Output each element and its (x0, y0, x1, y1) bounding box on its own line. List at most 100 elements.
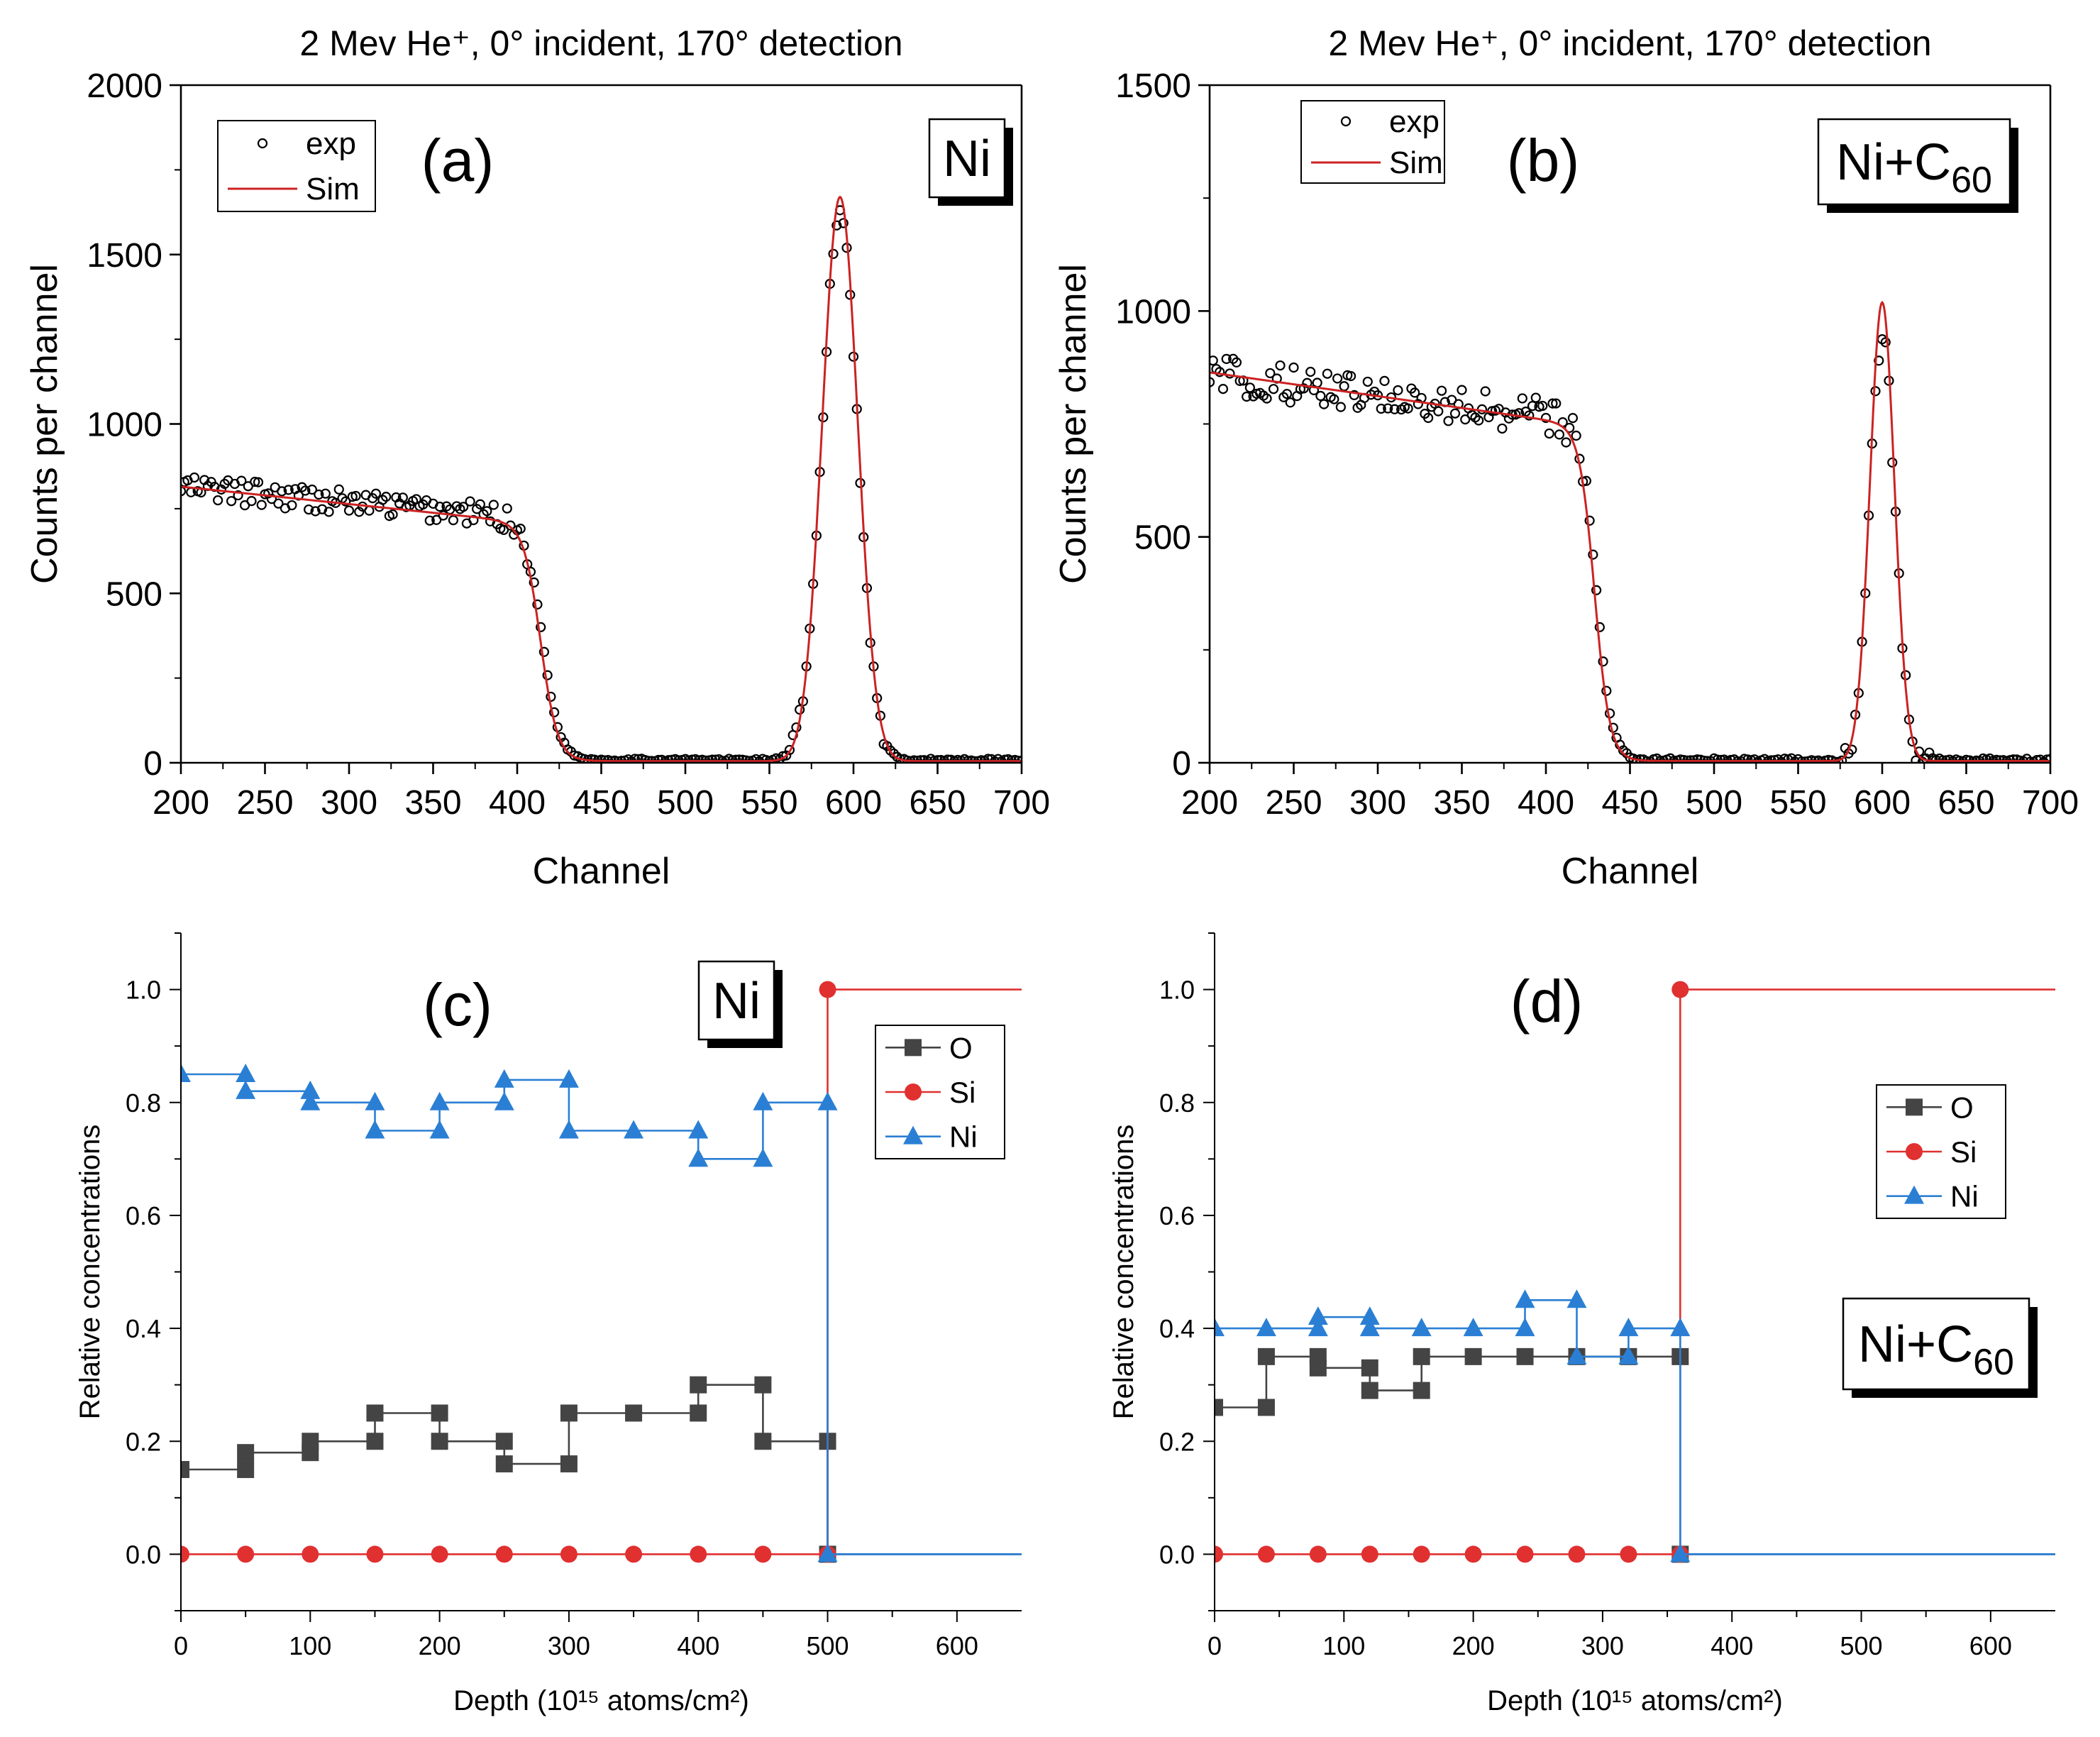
data-point (636, 754, 647, 763)
legend-box (217, 120, 376, 212)
y-tick-label: 1.0 (1159, 976, 1195, 1005)
marker-o (690, 1404, 707, 1422)
data-point (1460, 414, 1471, 425)
marker-si (1568, 1545, 1586, 1563)
data-point (1524, 410, 1535, 421)
data-point (707, 754, 718, 763)
x-tick-label: 700 (2022, 784, 2079, 822)
data-point (529, 577, 539, 588)
data-point (438, 510, 448, 521)
series-line-o (181, 1384, 1022, 1555)
data-point (697, 754, 707, 763)
data-point (256, 500, 267, 510)
data-point (1217, 383, 1229, 395)
marker-o (1361, 1359, 1378, 1377)
data-point (1332, 373, 1343, 384)
data-point (324, 507, 334, 517)
data-point (1772, 754, 1784, 763)
marker-ni (1515, 1289, 1535, 1308)
y-tick-label: 0.0 (1159, 1540, 1195, 1569)
chart-panel-a: 2 Mev He⁺, 0° incident, 170° detection 20… (24, 23, 1050, 892)
marker-o (1309, 1359, 1327, 1377)
marker-ni (1566, 1289, 1587, 1308)
panel-label: (a) (421, 127, 494, 194)
data-point (1242, 391, 1252, 402)
marker-ni (558, 1069, 579, 1088)
marker-ni (558, 1120, 579, 1139)
sample-box (1817, 118, 2011, 206)
series-sim-line (181, 195, 1022, 763)
data-point (1312, 377, 1322, 388)
x-tick-label: 400 (677, 1631, 719, 1660)
data-point (488, 500, 499, 510)
data-point (1339, 381, 1349, 392)
data-point (253, 477, 264, 487)
marker-ni (753, 1091, 773, 1110)
data-point (370, 488, 382, 499)
data-point (246, 496, 257, 507)
data-point (1692, 754, 1703, 763)
marker-si (1413, 1545, 1430, 1563)
data-point (1911, 755, 1921, 763)
y-tick-label: 1.0 (126, 976, 161, 1005)
legend-label: Si (949, 1076, 976, 1109)
data-point (333, 484, 344, 495)
data-point (828, 248, 839, 259)
data-point (549, 707, 560, 718)
sample-label: Ni+C60 (1836, 134, 1992, 201)
marker-o (625, 1404, 643, 1422)
x-tick-label: 500 (806, 1631, 849, 1660)
x-tick-label: 550 (741, 784, 797, 822)
y-axis-label: Counts per channel (1053, 264, 1094, 584)
chart-title: 2 Mev He⁺, 0° incident, 170° detection (299, 23, 902, 63)
marker-si (690, 1545, 707, 1563)
data-point (734, 754, 744, 763)
marker-o (1257, 1399, 1275, 1416)
marker-ni (1463, 1318, 1483, 1337)
data-point (1537, 400, 1548, 412)
data-point (226, 496, 237, 507)
y-tick-label: 1500 (87, 237, 162, 275)
data-point (387, 509, 398, 520)
data-point (2035, 754, 2045, 763)
sample-label-main: Ni+C (1836, 134, 1951, 191)
data-point (1961, 754, 1972, 763)
legend: O Si Ni (875, 1025, 1005, 1159)
sample-label: Ni (712, 973, 761, 1030)
legend: exp Sim (217, 120, 376, 212)
data-point (505, 520, 516, 531)
y-axis-label: Relative concentrations (74, 1125, 106, 1420)
x-tick-label: 300 (1349, 784, 1406, 822)
marker-ni (1515, 1318, 1535, 1337)
data-point (751, 754, 761, 763)
data-point (1443, 416, 1454, 426)
data-point (250, 476, 260, 487)
marker-o (1413, 1382, 1430, 1399)
data-point (1433, 406, 1444, 417)
data-point (1719, 754, 1730, 763)
x-tick-label: 600 (1969, 1631, 2012, 1660)
data-point (1215, 367, 1225, 377)
data-point (1551, 398, 1562, 409)
data-point (1571, 430, 1581, 441)
data-point (1951, 754, 1962, 763)
marker-si (366, 1545, 384, 1563)
x-tick-label: 100 (289, 1631, 331, 1660)
data-point (1554, 429, 1565, 440)
marker-o (1361, 1382, 1378, 1399)
marker-o (366, 1404, 384, 1422)
marker-si (819, 981, 836, 998)
data-point (757, 754, 768, 763)
marker-ni (1566, 1345, 1587, 1364)
marker-o (181, 1461, 189, 1479)
data-point (458, 502, 469, 512)
data-point (629, 754, 640, 763)
plot-area (1210, 300, 2050, 763)
data-point (1779, 754, 1790, 763)
data-point (236, 475, 247, 486)
marker-o (1257, 1347, 1275, 1365)
data-point (946, 754, 956, 763)
data-point (1268, 384, 1279, 395)
marker-o (495, 1455, 513, 1473)
x-axis-label: Depth (10¹⁵ atoms/cm²) (453, 1685, 749, 1716)
